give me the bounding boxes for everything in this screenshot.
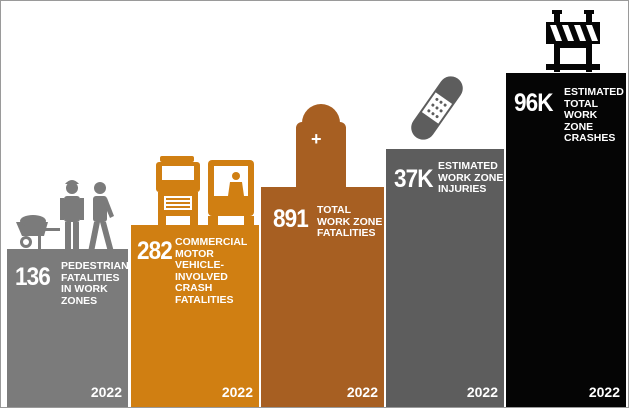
- stat-label: ESTIMATED TOTAL WORK ZONE CRASHES: [564, 86, 624, 144]
- stat-bar-pedestrian: 136 PEDESTRIAN FATALITIES IN WORK ZONES 202…: [7, 249, 129, 407]
- stat-label: COMMERCIAL MOTOR VEHICLE- INVOLVED CRASH FA…: [175, 236, 248, 306]
- stat-bar-commercial: 282 COMMERCIAL MOTOR VEHICLE- INVOLVED CRA…: [131, 225, 259, 407]
- stat-number: 96K: [514, 89, 553, 117]
- stat-year: 2022: [221, 384, 253, 400]
- tombstone-top: [302, 104, 340, 194]
- stat-label: TOTAL WORK ZONE FATALITIES: [317, 204, 383, 239]
- truck-icon: [156, 156, 254, 226]
- cross-icon: +: [311, 129, 322, 149]
- stat-year: 2022: [588, 384, 620, 400]
- stat-bar-total-fatalities: 891 TOTAL WORK ZONE FATALITIES 2022: [261, 187, 384, 407]
- stat-label: ESTIMATED WORK ZONE INJURIES: [438, 160, 504, 195]
- stat-label: PEDESTRIAN FATALITIES IN WORK ZONES: [61, 260, 129, 307]
- stat-number: 891: [273, 205, 309, 233]
- stat-bar-injuries: 37K ESTIMATED WORK ZONE INJURIES 2022: [386, 149, 504, 407]
- stat-number: 37K: [394, 165, 433, 193]
- worker-wheelbarrow-icon: [16, 180, 114, 252]
- stat-number: 282: [137, 237, 173, 265]
- stat-year: 2022: [466, 384, 498, 400]
- stat-number: 136: [15, 263, 51, 291]
- stat-bar-crashes: 96K ESTIMATED TOTAL WORK ZONE CRASHES 2022: [506, 73, 626, 407]
- stat-year: 2022: [90, 384, 122, 400]
- barricade-icon: [546, 10, 600, 72]
- stat-year: 2022: [346, 384, 378, 400]
- bandage-icon: [411, 76, 463, 140]
